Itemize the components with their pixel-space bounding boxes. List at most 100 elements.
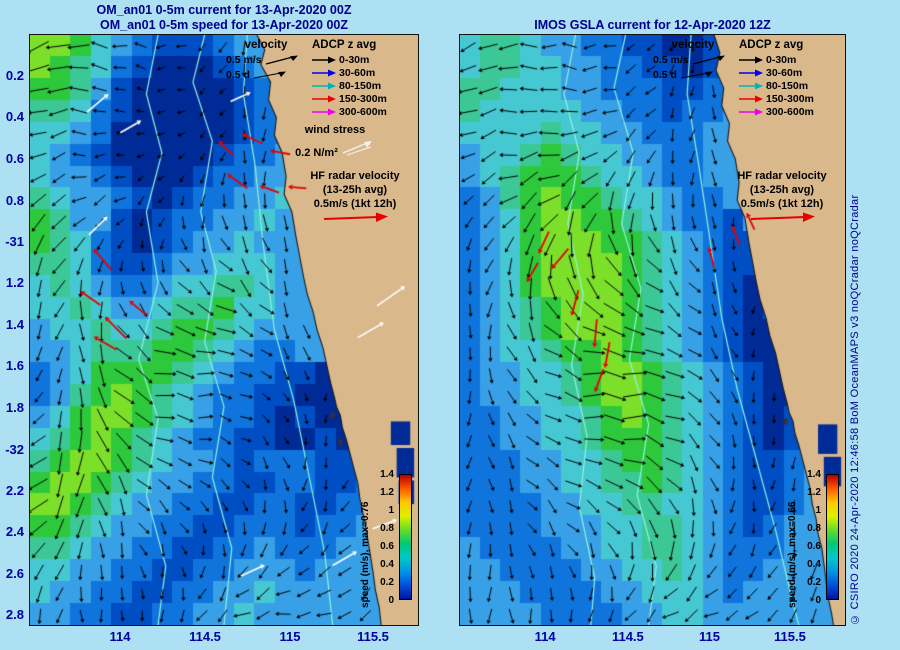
left-map-canvas	[29, 34, 419, 626]
adcp-legend-item: 300-600m	[312, 105, 414, 118]
velocity-scale-row: 0.5 m/s	[653, 52, 733, 67]
adcp-depth-label: 0-30m	[339, 53, 370, 66]
x-axis-tick-label: 114	[534, 629, 556, 644]
colorbar-tick: 1	[388, 505, 394, 516]
velocity-scale-row: 0.5 m/s	[226, 52, 306, 67]
copyright-watermark: © CSIRO 2020 24-Apr-2020 12:46:58 BoM Oc…	[849, 194, 861, 625]
y-axis-tick-label: 1.8	[5, 399, 24, 415]
y-axis-tick-label: 2.8	[5, 607, 24, 623]
adcp-depth-label: 150-300m	[766, 92, 814, 105]
hf-radar-subtitle: (13-25h avg)	[322, 184, 388, 196]
adcp-depth-label: 150-300m	[339, 92, 387, 105]
adcp-legend-rows: 0-30m 30-60m 80-150m 150-300m 300-600m	[312, 53, 414, 118]
adcp-legend-rows: 0-30m 30-60m 80-150m 150-300m 300-600m	[739, 53, 841, 118]
left-panel-title-line2: OM_an01 0-5m speed for 13-Apr-2020 00Z	[99, 18, 349, 32]
right-x-axis-labels: 114 114.5 115 115.5	[460, 627, 845, 647]
adcp-depth-label: 0-30m	[766, 53, 797, 66]
y-axis-tick-label: 1.6	[5, 358, 24, 374]
adcp-legend-item: 80-150m	[312, 79, 414, 92]
wind-stress-value: 0.2 N/m²	[295, 147, 338, 159]
adcp-depth-label: 300-600m	[766, 105, 814, 118]
adcp-depth-label: 80-150m	[339, 79, 382, 92]
wind-stress-title: wind stress	[304, 124, 366, 136]
y-axis-tick-label: 0.2	[5, 68, 24, 84]
velocity-scale-label: 0.5 m/s	[653, 53, 689, 66]
colorbar-tick: 1	[815, 505, 821, 516]
wind-stress-value-row: 0.2 N/m²	[276, 138, 394, 161]
displacement-scale-row: 0.5 d	[653, 67, 733, 82]
colorbar-label: speed (m/s), max=0.76	[360, 501, 371, 608]
adcp-arrow-icon	[739, 69, 763, 76]
hf-radar-legend: HF radar velocity (13-25h avg) 0.5m/s (1…	[719, 169, 845, 229]
x-axis-tick-label: 114.5	[189, 629, 221, 644]
y-axis-tick-label: -32	[5, 441, 24, 457]
colorbar-tick: 1.2	[380, 487, 394, 498]
hf-radar-title: HF radar velocity	[737, 170, 827, 182]
adcp-legend-item: 0-30m	[739, 53, 841, 66]
right-map-panel: velocity 0.5 m/s 0.5 d ADCP z avg 0-30m 3…	[459, 34, 846, 626]
velocity-legend: velocity 0.5 m/s 0.5 d	[226, 39, 306, 82]
colorbar-tick-labels: 1.4 1.2 1 0.8 0.6 0.4 0.2 0	[799, 469, 823, 606]
colorbar-tick-labels: 1.4 1.2 1 0.8 0.6 0.4 0.2 0	[372, 469, 396, 606]
adcp-depth-label: 300-600m	[339, 105, 387, 118]
right-map-canvas	[459, 34, 846, 626]
y-axis-tick-label: -31	[5, 233, 24, 249]
speed-colorbar: speed (m/s), max=0.76 1.4 1.2 1 0.8 0.6 0.4 0.…	[337, 466, 413, 608]
colorbar-tick: 0.8	[807, 523, 821, 534]
colorbar-tick: 1.2	[807, 487, 821, 498]
displacement-scale-arrow-icon	[253, 71, 286, 78]
colorbar-gradient	[399, 474, 412, 600]
x-axis-tick-label: 115	[279, 629, 301, 644]
x-axis-tick-label: 115.5	[357, 629, 389, 644]
adcp-arrow-icon	[312, 95, 336, 102]
x-axis-tick-label: 114	[109, 629, 131, 644]
velocity-legend-title: velocity	[671, 39, 715, 51]
y-axis-tick-label: 1.2	[5, 275, 24, 291]
adcp-legend: ADCP z avg 0-30m 30-60m 80-150m 150-300m 300…	[312, 39, 414, 118]
velocity-legend: velocity 0.5 m/s 0.5 d	[653, 39, 733, 82]
adcp-arrow-icon	[312, 69, 336, 76]
hf-radar-subtitle: (13-25h avg)	[749, 184, 815, 196]
y-axis-tick-label: 2.6	[5, 566, 24, 582]
hf-radar-scale: 0.5m/s (1kt 12h)	[313, 198, 397, 210]
adcp-legend: ADCP z avg 0-30m 30-60m 80-150m 150-300m 300…	[739, 39, 841, 118]
adcp-arrow-icon	[739, 95, 763, 102]
y-axis-tick-label: 0.6	[5, 150, 24, 166]
y-axis-tick-label: 1.4	[5, 317, 24, 333]
adcp-arrow-icon	[739, 82, 763, 89]
left-x-axis-labels: 114 114.5 115 115.5	[30, 627, 418, 647]
y-axis-labels: 0.2 0.4 0.6 0.8 -31 1.2 1.4 1.6 1.8 -32 2.2 2.4 2.6 2…	[0, 35, 27, 625]
hf-radar-scale: 0.5m/s (1kt 12h)	[740, 198, 824, 210]
adcp-arrow-icon	[312, 82, 336, 89]
y-axis-tick-label: 2.4	[5, 524, 24, 540]
velocity-scale-arrow-icon	[265, 55, 298, 65]
adcp-legend-item: 0-30m	[312, 53, 414, 66]
left-panel-title: OM_an01 0-5m current for 13-Apr-2020 00Z…	[30, 3, 418, 33]
right-panel-title: IMOS GSLA current for 12-Apr-2020 12Z	[534, 18, 771, 32]
colorbar-tick: 0	[388, 595, 394, 606]
left-map-panel: velocity 0.5 m/s 0.5 d ADCP z avg 0-30m 3…	[29, 34, 419, 626]
left-panel-title-line1: OM_an01 0-5m current for 13-Apr-2020 00Z	[96, 3, 352, 17]
adcp-legend-title: ADCP z avg	[739, 39, 804, 51]
adcp-legend-item: 150-300m	[739, 92, 841, 105]
x-axis-tick-label: 115.5	[774, 629, 806, 644]
hf-radar-legend: HF radar velocity (13-25h avg) 0.5m/s (1…	[292, 169, 418, 229]
adcp-arrow-icon	[312, 56, 336, 63]
adcp-depth-label: 30-60m	[766, 66, 803, 79]
colorbar-tick: 0.4	[807, 559, 821, 570]
adcp-legend-item: 30-60m	[739, 66, 841, 79]
adcp-legend-title: ADCP z avg	[312, 39, 377, 51]
adcp-depth-label: 80-150m	[766, 79, 809, 92]
colorbar-tick: 0	[815, 595, 821, 606]
x-axis-tick-label: 114.5	[611, 629, 644, 644]
displacement-scale-arrow-icon	[680, 71, 713, 78]
colorbar-label: speed (m/s), max=0.66	[787, 501, 798, 608]
hf-radar-arrow-icon	[323, 212, 388, 222]
y-axis-tick-label: 2.2	[5, 482, 24, 498]
colorbar-tick: 0.6	[380, 541, 394, 552]
speed-colorbar: speed (m/s), max=0.66 1.4 1.2 1 0.8 0.6 0.4 0.…	[764, 466, 840, 608]
colorbar-tick: 1.4	[380, 469, 394, 480]
colorbar-tick: 0.4	[380, 559, 394, 570]
adcp-arrow-icon	[739, 108, 763, 115]
